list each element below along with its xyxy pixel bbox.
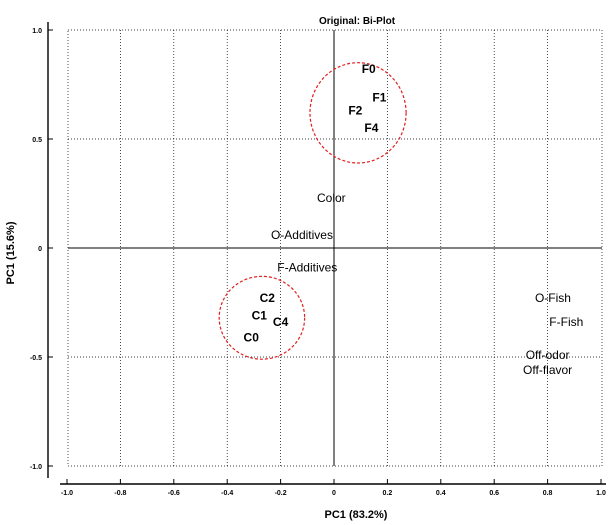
x-tick-label: 1.0 <box>596 490 606 497</box>
y-tick-label: 1.0 <box>32 28 42 35</box>
x-tick-label: 0.8 <box>543 490 553 497</box>
observation-label-c1: C1 <box>252 309 268 323</box>
variable-label-off-flavor: Off-flavor <box>523 363 572 377</box>
observation-label-c0: C0 <box>244 330 260 344</box>
x-tick-label: 0.2 <box>383 490 393 497</box>
variable-labels: Color O-Additives F-Additives O-Fish F-Fish O… <box>271 191 583 377</box>
x-tick-label: -0.4 <box>221 490 233 497</box>
y-tick-label: 0.5 <box>32 137 42 144</box>
variable-label-o-fish: O-Fish <box>535 291 571 305</box>
y-tick-label: -1.0 <box>30 464 42 471</box>
x-tick-label: -1.0 <box>61 490 73 497</box>
y-tick-label: -0.5 <box>30 355 42 362</box>
observation-label-c4: C4 <box>273 315 289 329</box>
x-tick-label: 0 <box>332 490 336 497</box>
y-tick-label: 0 <box>38 246 42 253</box>
x-tick-label: -0.6 <box>168 490 180 497</box>
x-tick-label: -0.2 <box>275 490 287 497</box>
y-axis-label: PC1 (15.6%) <box>5 221 17 284</box>
x-tick-labels: -1.0 -0.8 -0.6 -0.4 -0.2 0 0.2 0.4 0.6 0.8 1.0 <box>61 479 606 497</box>
x-tick-label: -0.8 <box>114 490 126 497</box>
y-tick-labels: 1.0 0.5 0 -0.5 -1.0 <box>30 28 53 471</box>
cluster-ellipse-2 <box>218 275 306 360</box>
variable-label-f-fish: F-Fish <box>549 315 583 329</box>
chart-title: Original: Bi-Plot <box>319 16 396 27</box>
cluster-ellipse-1 <box>309 62 407 164</box>
variable-label-color: Color <box>317 191 346 205</box>
variable-label-f-additives: F-Additives <box>277 261 337 275</box>
observation-label-f2: F2 <box>348 104 362 118</box>
cluster-ellipses <box>218 62 407 360</box>
variable-label-off-odor: Off-odor <box>526 348 570 362</box>
zero-axes <box>68 30 602 466</box>
x-tick-label: 0.4 <box>436 490 446 497</box>
observation-label-f1: F1 <box>372 91 386 105</box>
observation-label-f4: F4 <box>364 121 378 135</box>
variable-label-o-additives: O-Additives <box>271 228 333 242</box>
observation-label-f0: F0 <box>362 62 376 76</box>
grid-lines <box>68 30 602 466</box>
x-tick-label: 0.6 <box>489 490 499 497</box>
observation-label-c2: C2 <box>260 291 276 305</box>
x-axis-label: PC1 (83.2%) <box>325 509 388 521</box>
